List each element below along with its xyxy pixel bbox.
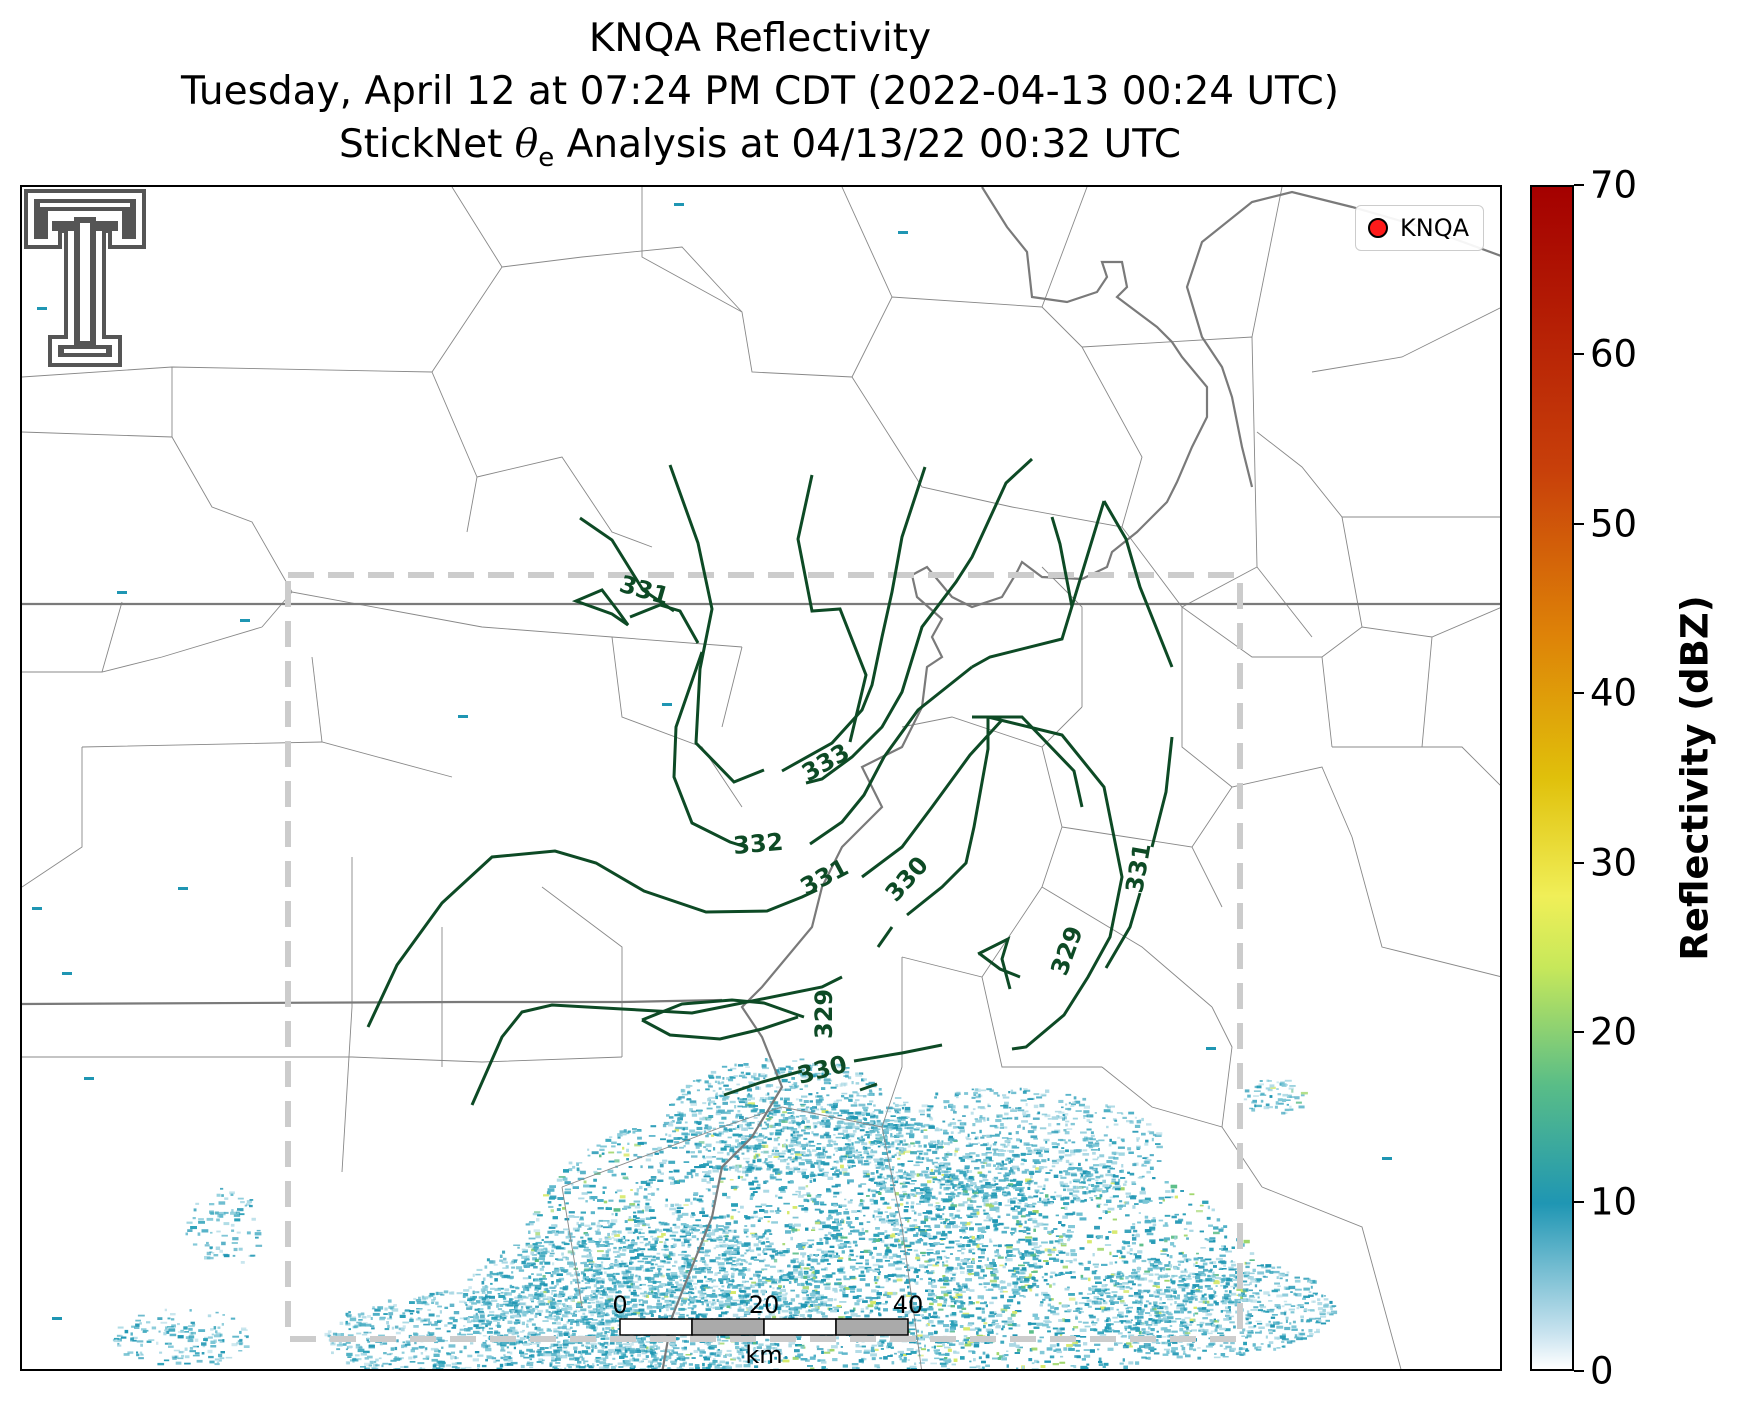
contour-332-right-b	[971, 500, 1106, 669]
contour-331-loop	[571, 588, 630, 627]
contour-331-top	[579, 516, 675, 613]
scale-bar-tick: 0	[612, 1291, 627, 1319]
colorbar-tick	[1574, 184, 1584, 186]
title-time: Tuesday, April 12 at 07:24 PM CDT (2022-…	[180, 69, 1340, 114]
colorbar-tick	[1574, 692, 1584, 695]
colorbar-tick-label: 70	[1590, 163, 1638, 207]
scale-bar-tick: 20	[749, 1291, 780, 1319]
contour-333-left	[668, 464, 765, 784]
contour-332-right	[809, 665, 973, 846]
state-boundary-south	[22, 998, 723, 1006]
contour-329-right-b	[979, 952, 1021, 979]
contour-label: 331	[796, 853, 853, 901]
contour-333-right	[796, 474, 868, 743]
colorbar-tick-label: 0	[1590, 1349, 1614, 1393]
contour-332-left	[672, 651, 747, 849]
figure-title: KNQA Reflectivity Tuesday, April 12 at 0…	[0, 12, 1520, 185]
contour-333-right-b	[805, 457, 1034, 785]
title-analysis: StickNet θe Analysis at 04/13/22 00:32 U…	[339, 122, 1181, 173]
contour-labels: 331 333 332 331 330 329 331 329 330	[616, 570, 1156, 1090]
river-boundary	[661, 187, 1209, 1369]
reflectivity-echo-layer	[32, 203, 1392, 1369]
contour-331-right	[1150, 736, 1174, 848]
contour-331-top-b	[629, 603, 700, 644]
contour-label: 329	[810, 989, 838, 1039]
colorbar-tick	[1574, 1031, 1584, 1034]
map-legend: KNQA	[1355, 205, 1484, 251]
scale-bar-unit: km	[745, 1341, 782, 1369]
contour-331-bend	[972, 715, 1084, 808]
contour-331-right-top	[1102, 500, 1174, 668]
colorbar-tick	[1574, 1370, 1584, 1372]
contour-333-far-right	[781, 466, 927, 773]
colorbar-tick	[1574, 522, 1584, 525]
colorbar-tick-label: 30	[1590, 841, 1638, 885]
colorbar-tick	[1574, 1200, 1584, 1203]
contour-330-mid-b	[876, 926, 894, 948]
scale-bar: 0 20 40 km	[612, 1291, 923, 1369]
radar-map[interactable]: 331 333 332 331 330 329 331 329 330 0 20…	[20, 185, 1502, 1371]
contour-331-left	[366, 849, 818, 1028]
contour-330-bottom-tick	[859, 1082, 878, 1092]
contour-label: 329	[1045, 922, 1088, 979]
colorbar-tick-label: 20	[1590, 1010, 1638, 1054]
contour-331-right-low	[1104, 892, 1142, 969]
contour-label: 332	[732, 828, 784, 860]
contour-329-top	[641, 998, 805, 1022]
contour-330-right	[987, 715, 1124, 1051]
map-canvas: 331 333 332 331 330 329 331 329 330 0 20…	[22, 187, 1500, 1369]
title-radar: KNQA Reflectivity	[588, 16, 932, 61]
contour-329-bottom	[641, 1015, 799, 1041]
colorbar-tick	[1574, 861, 1584, 864]
contour-331-mid	[861, 718, 1004, 879]
colorbar-tick-label: 60	[1590, 332, 1638, 376]
colorbar-tick	[1574, 353, 1584, 356]
contour-label: 331	[1120, 841, 1156, 895]
colorbar: 0 10 20 30 40 50 60 70	[1530, 164, 1637, 1393]
contour-330-bottom-left	[723, 1069, 803, 1097]
analysis-domain-box	[285, 572, 1243, 1342]
colorbar-tick-label: 50	[1590, 502, 1638, 546]
contour-332-top-right	[1050, 516, 1074, 608]
contour-329-right-top	[977, 936, 1012, 990]
contour-label: 333	[797, 738, 854, 787]
colorbar-title: Reflectivity (dBZ)	[1673, 595, 1717, 961]
contour-330-mid	[906, 717, 990, 917]
county-boundaries	[22, 187, 1500, 1369]
contour-330-bottom-right	[853, 1043, 943, 1063]
radar-site-marker-icon	[1368, 218, 1388, 238]
scale-bar-tick: 40	[893, 1291, 924, 1319]
colorbar-tick-label: 10	[1590, 1180, 1638, 1224]
colorbar-tick-label: 40	[1590, 671, 1638, 715]
colorbar-gradient	[1530, 185, 1574, 1371]
contour-330-left	[470, 975, 843, 1106]
legend-label: KNQA	[1400, 214, 1469, 242]
texas-tech-double-t-logo	[24, 189, 146, 367]
theta-e-contours	[366, 457, 1174, 1106]
